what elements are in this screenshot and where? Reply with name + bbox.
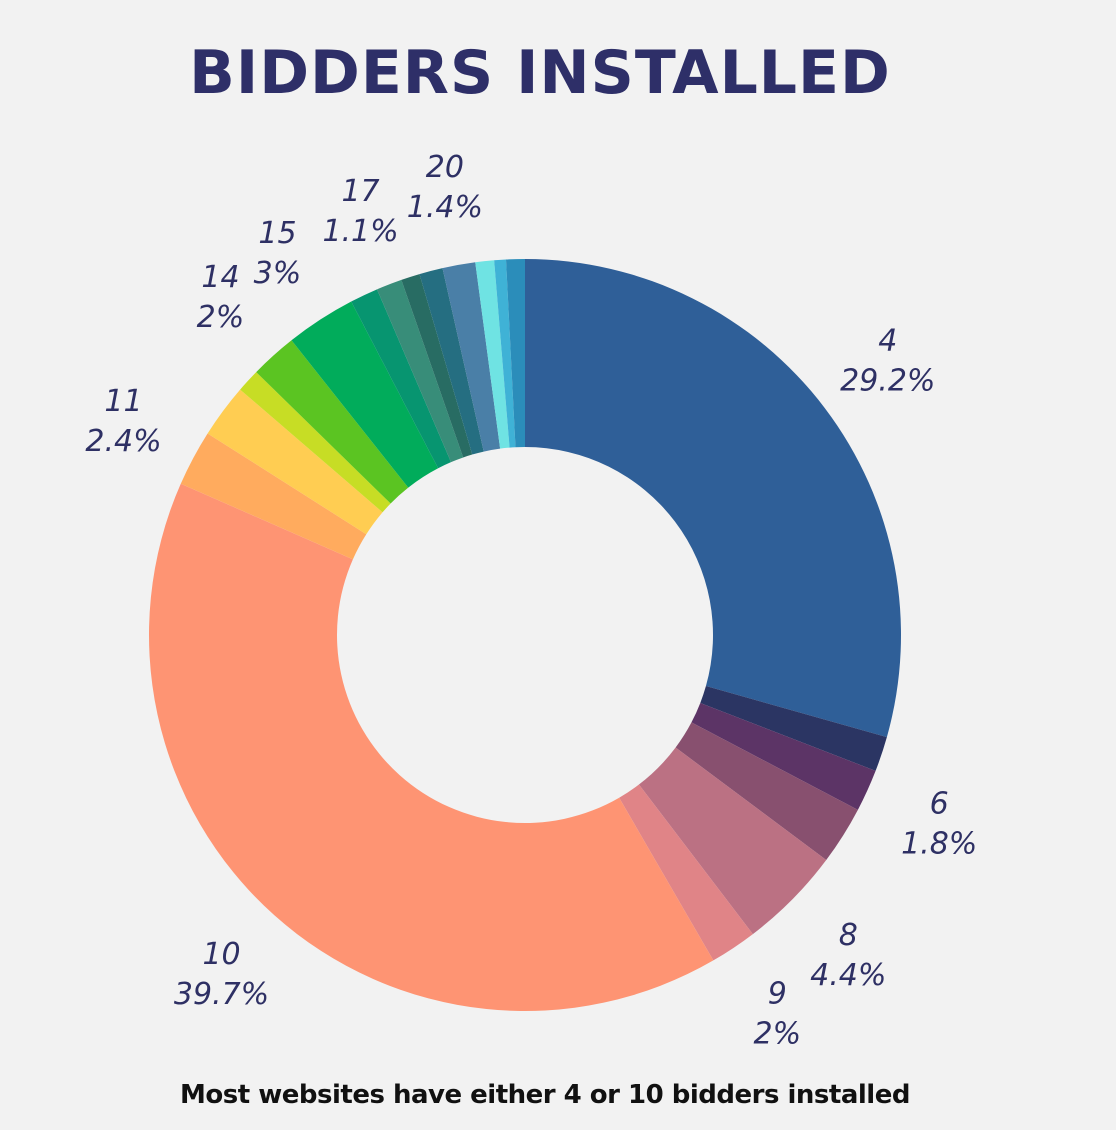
- slice-label-10: 10 39.7%: [174, 937, 269, 1012]
- slice-16: [351, 289, 452, 469]
- slice-percent-17: 1.1%: [322, 214, 398, 249]
- chart-caption: Most websites have either 4 or 10 bidder…: [180, 1080, 910, 1110]
- slice-category-17: 17: [341, 174, 379, 209]
- slice-category-9: 9: [768, 977, 787, 1012]
- slice-12: [207, 389, 383, 535]
- slice-category-6: 6: [930, 786, 949, 821]
- slice-6: [691, 702, 876, 810]
- slice-category-20: 20: [426, 150, 464, 185]
- slice-label-8: 8 4.4%: [810, 918, 886, 993]
- slice-19: [419, 268, 484, 455]
- slice-category-8: 8: [839, 918, 858, 953]
- slice-category-10: 10: [202, 937, 240, 972]
- slice-11: [180, 433, 367, 560]
- slice-category-15: 15: [258, 216, 296, 251]
- slice-percent-9: 2%: [754, 1017, 802, 1052]
- slice-20: [442, 262, 501, 452]
- slices-group: [148, 259, 901, 1012]
- slice-category-4: 4: [878, 323, 897, 358]
- slice-8: [638, 747, 827, 935]
- slice-label-9: 9 2%: [754, 977, 802, 1052]
- slice-15: [291, 301, 439, 488]
- slice-percent-11: 2.4%: [85, 424, 161, 459]
- slice-label-20: 20 1.4%: [407, 150, 483, 225]
- labels-group: 4 29.2%6 1.8%8 4.4%9 2%10 39.7%11 2.4%14 2%15 3%…: [85, 150, 977, 1052]
- slice-label-4: 4 29.2%: [840, 323, 935, 398]
- slice-label-6: 6 1.8%: [901, 786, 977, 861]
- slice-21: [475, 260, 510, 449]
- slice-label-11: 11 2.4%: [85, 384, 161, 459]
- slice-label-17: 17 1.1%: [322, 174, 398, 249]
- slice-23: [505, 259, 525, 448]
- slice-percent-6: 1.8%: [901, 826, 977, 861]
- slice-category-11: 11: [104, 384, 142, 419]
- slice-9: [619, 784, 753, 961]
- slice-percent-4: 29.2%: [840, 363, 935, 398]
- slice-percent-14: 2%: [197, 300, 245, 335]
- slice-4: [525, 259, 901, 738]
- slice-22: [494, 259, 516, 448]
- slice-18: [401, 274, 473, 458]
- slice-14: [256, 340, 409, 504]
- slice-percent-15: 3%: [254, 256, 302, 291]
- chart-title: BIDDERS INSTALLED: [189, 38, 891, 108]
- slice-label-14: 14 2%: [197, 260, 245, 335]
- slice-10: [148, 483, 714, 1012]
- slice-category-14: 14: [201, 260, 239, 295]
- slice-5: [700, 686, 887, 771]
- slice-label-15: 15 3%: [254, 216, 302, 291]
- slice-7: [675, 722, 858, 861]
- slice-percent-20: 1.4%: [407, 190, 483, 225]
- slice-percent-10: 39.7%: [174, 977, 269, 1012]
- slice-percent-8: 4.4%: [810, 958, 886, 993]
- slice-13: [240, 372, 391, 513]
- slice-17: [377, 279, 464, 463]
